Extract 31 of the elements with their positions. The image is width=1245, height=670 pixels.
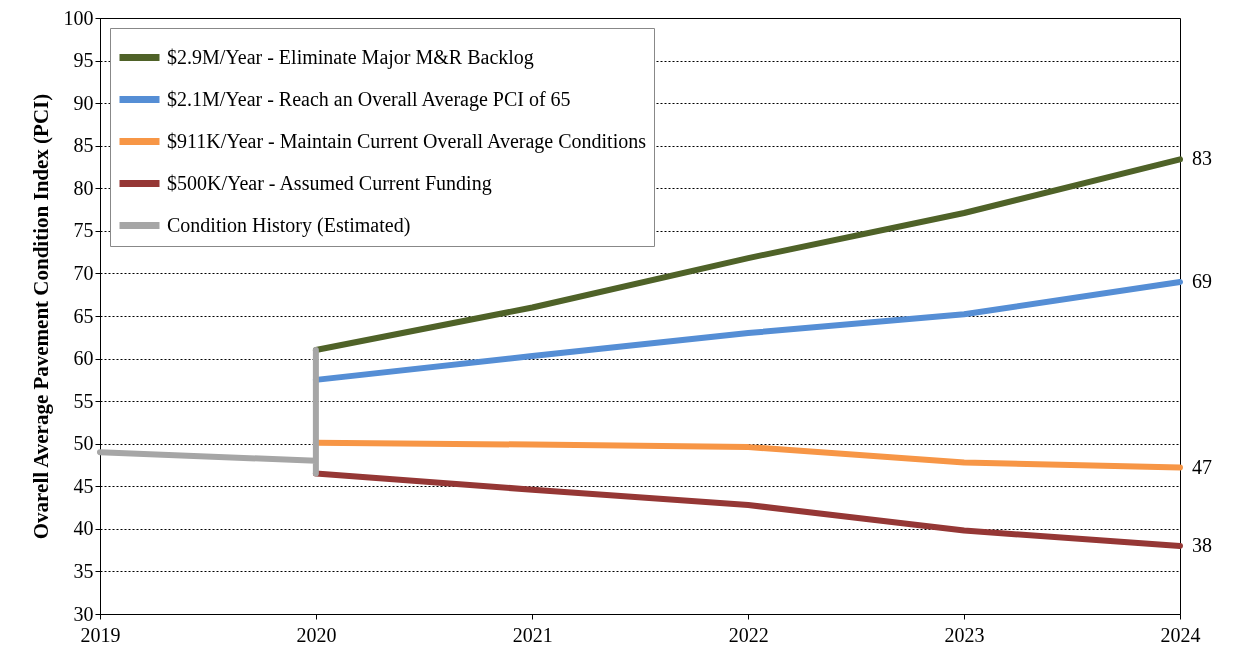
y-tick-label: 90 — [73, 91, 94, 114]
legend-label: $2.9M/Year - Eliminate Major M&R Backlog — [167, 45, 534, 69]
x-tick-label: 2019 — [80, 623, 121, 646]
x-tick-label: 2021 — [512, 623, 553, 646]
y-tick-label: 65 — [73, 304, 94, 327]
y-tick-label: 55 — [73, 389, 94, 412]
y-tick-label: 45 — [73, 474, 94, 497]
annotation: 47 — [1192, 455, 1212, 478]
annotation: 38 — [1192, 533, 1212, 556]
y-tick-label: 30 — [73, 602, 94, 625]
y-axis-title: Ovarell Average Pavement Condition Index (PCI) — [28, 93, 53, 540]
x-tick-label: 2022 — [728, 623, 769, 646]
y-tick-label: 95 — [73, 49, 94, 72]
x-tick-label: 2023 — [944, 623, 985, 646]
y-tick-label: 80 — [73, 176, 94, 199]
y-tick-label: 60 — [73, 347, 94, 370]
annotation: 69 — [1192, 269, 1212, 292]
legend-label: $911K/Year - Maintain Current Overall Average Conditions — [167, 129, 647, 153]
y-tick-label: 70 — [73, 261, 94, 284]
legend-label: $2.1M/Year - Reach an Overall Average PCI of 65 — [167, 87, 571, 111]
legend-label: $500K/Year - Assumed Current Funding — [167, 171, 492, 195]
y-tick-label: 85 — [73, 134, 94, 157]
y-tick-label: 35 — [73, 559, 94, 582]
x-tick-label: 2020 — [296, 623, 337, 646]
y-tick-label: 100 — [63, 6, 94, 29]
x-tick-label: 2024 — [1160, 623, 1201, 646]
y-tick-label: 40 — [73, 517, 94, 540]
legend-label: Condition History (Estimated) — [167, 213, 411, 237]
y-tick-label: 75 — [73, 219, 94, 242]
annotation: 83 — [1192, 147, 1212, 170]
y-tick-label: 50 — [73, 432, 94, 455]
